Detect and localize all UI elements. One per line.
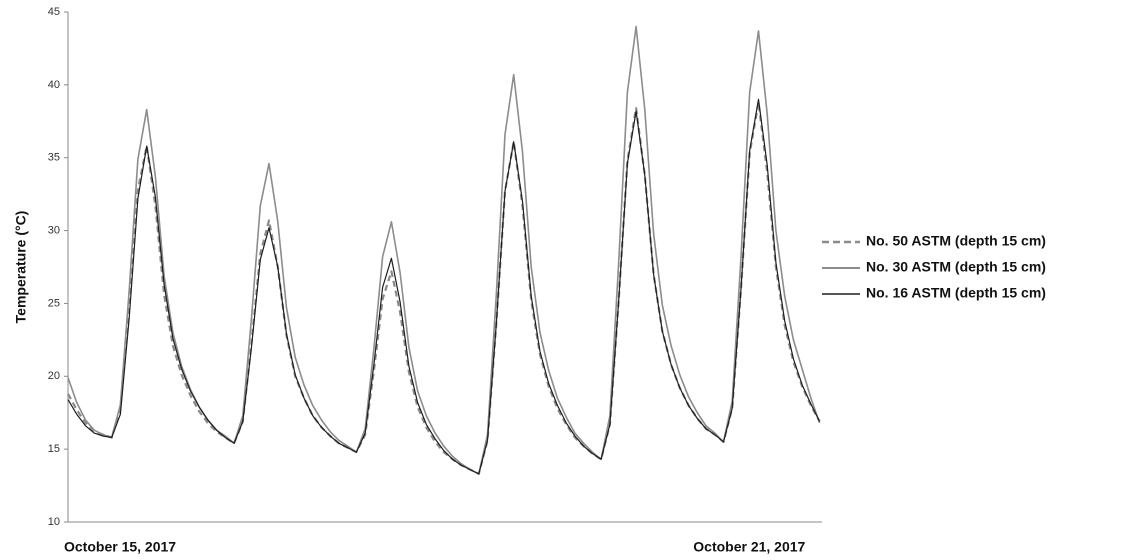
y-tick-label: 40	[48, 79, 60, 91]
y-tick-label: 35	[48, 152, 60, 164]
x-tick-label: October 15, 2017	[64, 539, 176, 555]
legend-label: No. 50 ASTM (depth 15 cm)	[866, 233, 1046, 249]
y-tick-label: 15	[48, 443, 60, 455]
y-axis-label: Temperature (°C)	[13, 211, 29, 324]
series-line	[67, 98, 821, 475]
legend-label: No. 16 ASTM (depth 15 cm)	[866, 285, 1046, 301]
y-tick-label: 25	[48, 297, 60, 309]
y-tick-label: 10	[48, 516, 60, 528]
y-tick-label: 20	[48, 370, 60, 382]
series-line	[67, 25, 821, 475]
y-tick-label: 45	[48, 6, 60, 18]
y-tick-label: 30	[48, 224, 60, 236]
legend-label: No. 30 ASTM (depth 15 cm)	[866, 259, 1046, 275]
x-tick-label: October 21, 2017	[693, 539, 805, 555]
series-line	[67, 101, 821, 475]
